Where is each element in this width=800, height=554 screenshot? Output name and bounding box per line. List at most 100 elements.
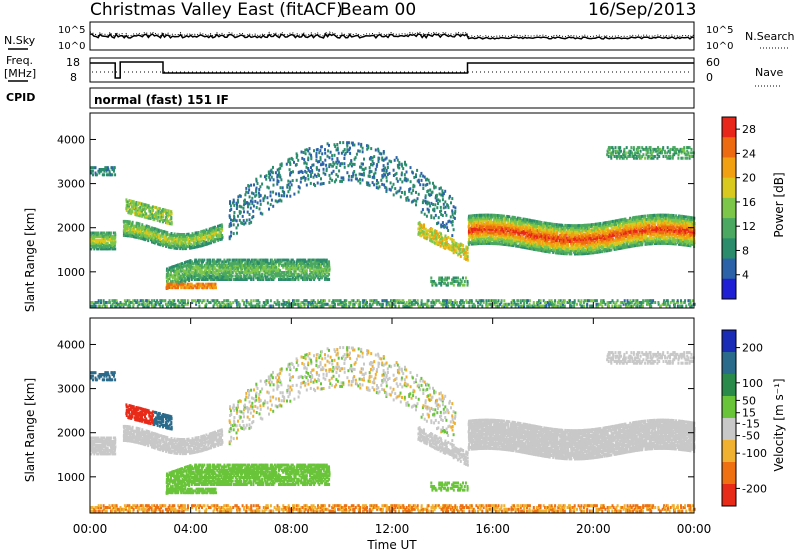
power-cell (295, 163, 298, 166)
power-cell (340, 176, 343, 180)
power-cell (127, 220, 130, 224)
power-cell (318, 278, 321, 281)
power-cell (193, 233, 196, 237)
power-cell (284, 278, 287, 281)
power-cell (124, 230, 127, 234)
power-cell (437, 221, 440, 225)
power-cell (310, 271, 313, 274)
power-cell (409, 187, 412, 191)
power-cell (367, 174, 370, 178)
power-cell (240, 276, 242, 280)
power-cell (102, 238, 104, 242)
power-cell (252, 215, 255, 219)
power-cell (235, 226, 238, 230)
power-cell (346, 171, 349, 175)
power-cell (177, 284, 180, 288)
power-cell (175, 286, 178, 290)
power-cell (299, 274, 302, 278)
power-cell (190, 282, 193, 286)
power-cell (141, 233, 144, 237)
power-cell (343, 148, 346, 152)
power-cell (227, 267, 230, 271)
power-cell (321, 262, 324, 266)
power-cell (162, 238, 165, 242)
power-cell (139, 207, 142, 211)
power-cell (296, 272, 299, 276)
power-cell (277, 199, 280, 203)
power-cell (224, 267, 227, 271)
power-cell (136, 225, 139, 229)
power-cell (325, 163, 328, 167)
power-cell (314, 262, 317, 266)
power-cell (253, 274, 256, 278)
power-cell (217, 271, 220, 274)
power-cell (114, 233, 117, 237)
power-cell (135, 208, 137, 211)
power-cell (269, 276, 272, 280)
power-cell (441, 189, 444, 193)
power-cell (367, 183, 370, 187)
power-cell (149, 238, 152, 242)
power-cell (235, 267, 238, 271)
power-cell (226, 274, 229, 278)
power-cell (318, 269, 321, 273)
power-cell (191, 260, 194, 264)
power-cell (248, 218, 251, 222)
power-cell (122, 230, 125, 234)
power-cell (200, 260, 203, 264)
power-cell (241, 265, 244, 269)
power-cell (459, 251, 462, 255)
power-cell (317, 272, 320, 276)
power-cell (208, 284, 211, 288)
power-cell (361, 173, 364, 177)
power-cell (142, 202, 145, 206)
power-cell (151, 212, 153, 216)
power-cell (188, 263, 191, 267)
power-cell (241, 278, 244, 281)
power-cell (254, 194, 257, 198)
power-cell (328, 260, 330, 264)
power-cell (142, 213, 145, 217)
power-cell (274, 269, 277, 273)
power-cell (156, 240, 159, 244)
power-cell (170, 244, 173, 248)
power-cell (135, 213, 138, 217)
power-cell (138, 222, 141, 226)
power-cell (105, 236, 108, 240)
power-cell (255, 271, 258, 274)
noise-left-label: N.Sky (4, 34, 36, 47)
power-cell (398, 166, 401, 170)
power-cell (143, 215, 146, 219)
cpid-program: normal (fast) 151 IF (94, 93, 229, 107)
power-cell (189, 284, 192, 288)
power-cell (325, 262, 328, 266)
power-cell (194, 284, 197, 288)
power-cell (435, 283, 438, 287)
power-cell (176, 243, 178, 247)
power-cell (276, 168, 279, 172)
power-cell (269, 272, 272, 276)
power-cell (228, 262, 231, 266)
power-cell (214, 267, 217, 271)
power-cell (251, 196, 254, 200)
power-cell (141, 207, 144, 211)
power-cell (319, 269, 322, 273)
power-cell (318, 263, 321, 267)
power-cell (380, 178, 383, 182)
power-cell (128, 208, 131, 211)
power-cell (319, 156, 322, 160)
power-cell (298, 269, 301, 273)
power-cell (452, 205, 455, 209)
power-cell (114, 240, 117, 244)
power-cell (407, 198, 410, 202)
power-cell (326, 154, 329, 158)
power-cell (272, 204, 275, 208)
power-cell (136, 213, 139, 217)
power-cell (90, 169, 93, 173)
power-cell (125, 228, 128, 232)
power-cell (347, 178, 350, 182)
power-cell (416, 197, 419, 201)
power-cell (256, 269, 259, 273)
power-cell (306, 263, 309, 267)
power-cell (297, 260, 300, 264)
